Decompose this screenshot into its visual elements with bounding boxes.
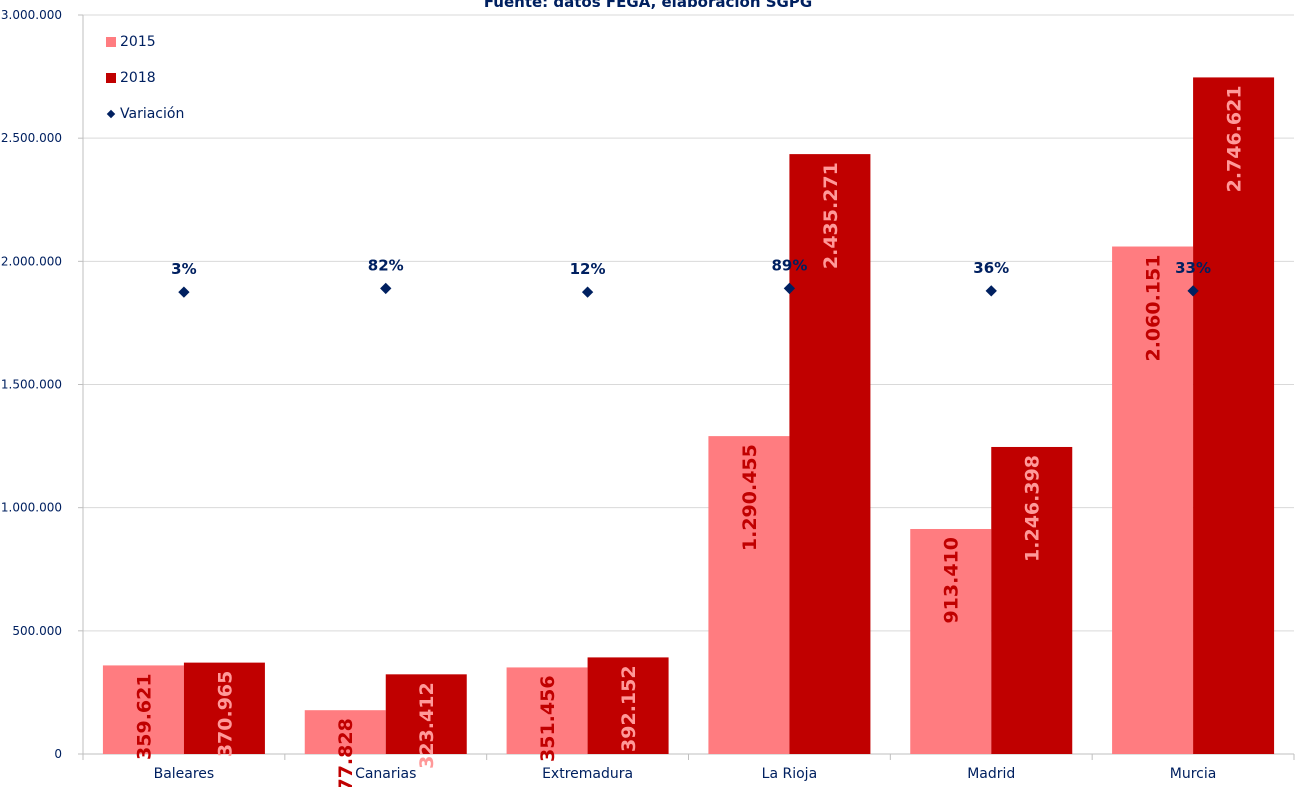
y-tick-label: 2.000.000: [1, 254, 62, 268]
bar-2018: [789, 154, 871, 754]
y-tick-label: 1.500.000: [1, 378, 62, 392]
data-label-2018: 323.412: [416, 682, 438, 769]
y-tick-label: 500.000: [12, 624, 62, 638]
data-label-2018: 1.246.398: [1022, 455, 1044, 562]
bar-2018: [183, 662, 265, 754]
data-label-2018: 2.435.271: [820, 162, 842, 269]
bar-2015: [708, 436, 790, 754]
bar-2015: [1112, 246, 1194, 754]
x-tick-label: Extremadura: [542, 766, 633, 782]
x-tick-label: Baleares: [154, 766, 215, 782]
variation-marker: [178, 286, 190, 298]
legend-label-2018: 2018: [120, 70, 156, 86]
bar-2018: [587, 657, 669, 754]
variation-label: 12%: [570, 260, 606, 278]
variation-label: 33%: [1175, 259, 1211, 277]
data-label-2015: 177.828: [335, 718, 357, 787]
legend-label-2015: 2015: [120, 34, 156, 50]
legend-marker-diamond-icon: [106, 109, 116, 119]
variation-marker: [1187, 285, 1199, 297]
data-label-2018: 2.746.621: [1224, 85, 1246, 192]
data-label-2018: 370.965: [214, 671, 236, 758]
chart-legend: 2015 2018 Variación: [106, 24, 184, 132]
bar-2015: [506, 667, 588, 754]
data-label-2015: 1.290.455: [739, 444, 761, 551]
variation-label: 36%: [973, 259, 1009, 277]
data-label-2015: 351.456: [537, 675, 559, 762]
bar-2018: [385, 674, 467, 754]
y-tick-label: 3.000.000: [1, 8, 62, 22]
legend-item-variacion: Variación: [106, 96, 184, 132]
variation-label: 89%: [771, 256, 807, 274]
bar-2015: [910, 528, 992, 754]
x-tick-label: Canarias: [355, 766, 416, 782]
bar-2018: [1193, 77, 1275, 754]
bar-2015: [102, 665, 184, 754]
variation-marker: [581, 286, 594, 298]
variation-label: 3%: [171, 260, 196, 278]
legend-item-2018: 2018: [106, 60, 184, 96]
y-tick-label: 2.500.000: [1, 131, 62, 145]
legend-item-2015: 2015: [106, 24, 184, 60]
data-label-2015: 913.410: [941, 537, 963, 624]
data-label-2015: 2.060.151: [1143, 255, 1165, 362]
y-tick-label: 1.000.000: [1, 501, 62, 515]
legend-label-variacion: Variación: [120, 106, 185, 122]
variation-marker: [985, 285, 997, 297]
x-tick-label: Madrid: [967, 766, 1015, 782]
variation-marker: [380, 282, 392, 295]
x-tick-label: Murcia: [1170, 766, 1217, 782]
data-label-2018: 392.152: [618, 665, 640, 752]
legend-swatch-2015: [106, 37, 116, 47]
bar-2015: [304, 710, 386, 754]
chart-subtitle: Fuente: datos FEGA, elaboración SGPG: [483, 0, 813, 11]
bar-2018: [991, 446, 1073, 754]
variation-marker: [783, 282, 796, 295]
x-tick-label: La Rioja: [762, 766, 817, 782]
legend-swatch-2018: [106, 73, 116, 83]
variation-label: 82%: [368, 256, 404, 274]
y-tick-label: 0: [54, 747, 62, 761]
data-label-2015: 359.621: [133, 673, 155, 760]
